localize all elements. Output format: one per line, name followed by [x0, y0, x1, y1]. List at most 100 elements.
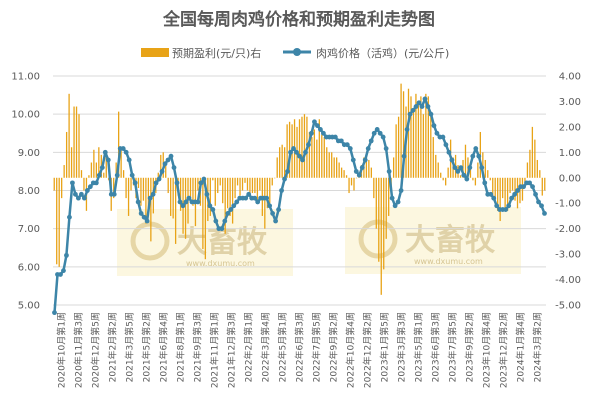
profit-bar [256, 177, 259, 201]
price-point [389, 195, 395, 201]
x-axis-tick-label: 2022年2月第1周 [243, 312, 255, 382]
price-point [222, 218, 228, 224]
profit-bar [313, 129, 316, 178]
profit-bar [311, 137, 313, 178]
price-point [318, 127, 323, 132]
x-axis-tick-label: 2023年1月第5周 [379, 312, 391, 382]
price-point [144, 218, 150, 224]
right-axis-tick-label: -4.00 [555, 275, 581, 286]
price-point [539, 203, 544, 209]
profit-bar [469, 167, 472, 178]
price-point [300, 157, 305, 163]
price-point [162, 161, 168, 167]
profit-bar [298, 119, 301, 178]
price-point [150, 191, 156, 197]
price-point [273, 218, 278, 224]
price-point [380, 134, 386, 140]
price-point [294, 149, 299, 155]
profit-bar [407, 88, 410, 178]
price-point [135, 199, 141, 205]
profit-bar [53, 177, 55, 191]
price-point [365, 146, 371, 151]
profit-bar [370, 167, 372, 178]
right-axis-tick-label: -1.00 [555, 199, 581, 210]
price-point [255, 199, 261, 205]
price-point [521, 184, 526, 190]
profit-bar [340, 167, 343, 178]
profit-bar [224, 177, 226, 234]
price-point [96, 172, 102, 178]
price-point [386, 169, 392, 174]
price-point [243, 195, 249, 201]
price-point [350, 157, 356, 163]
profit-bar [343, 170, 345, 178]
price-point [210, 207, 216, 212]
profit-bar [331, 152, 333, 178]
price-point [246, 191, 252, 197]
profit-bar [442, 177, 444, 181]
x-axis-tick-label: 2021年3月第5周 [124, 312, 136, 382]
profit-bar [316, 139, 318, 178]
profit-bar [529, 149, 531, 178]
profit-bar [536, 159, 538, 178]
price-point [195, 199, 201, 205]
profit-bar [204, 177, 207, 260]
profit-bar [447, 167, 449, 178]
legend-line-marker [293, 48, 301, 56]
price-point [482, 180, 488, 186]
x-axis-tick-label: 2024年1月第4周 [515, 312, 527, 382]
price-point [425, 104, 431, 109]
profit-bar [544, 177, 546, 191]
x-axis-tick-label: 2023年10月第4周 [481, 312, 493, 388]
profit-bar [80, 170, 83, 178]
profit-bar [217, 177, 219, 194]
price-point [180, 203, 186, 209]
price-point [264, 195, 270, 201]
profit-bar [432, 137, 434, 178]
price-point [503, 207, 509, 212]
profit-bar [231, 177, 234, 224]
profit-bar [425, 93, 427, 178]
legend-line-label: 肉鸡价格（活鸡）(元/公斤) [316, 46, 449, 60]
right-axis-ticks: -5.00 -4.00 -3.00 -2.00 -1.00 0.00 1.00 2.00 3.0… [555, 72, 581, 312]
price-point [165, 157, 171, 163]
profit-bar [192, 177, 194, 206]
price-point [515, 188, 521, 193]
price-point [87, 184, 93, 190]
price-point [183, 199, 189, 205]
price-point [105, 157, 111, 163]
price-point [132, 180, 138, 186]
left-axis-tick-label: 11.00 [11, 72, 40, 83]
price-point [52, 310, 57, 316]
price-point [536, 199, 541, 205]
x-axis-tick-label: 2020年12月第5周 [90, 312, 102, 388]
x-axis-tick-label: 2021年2月第2周 [107, 312, 119, 382]
profit-bar [63, 165, 65, 178]
profit-bar [501, 177, 504, 199]
price-point [404, 127, 410, 132]
right-axis-tick-label: -3.00 [555, 250, 581, 261]
price-point [359, 165, 365, 171]
profit-bar [78, 114, 80, 178]
x-axis-tick-label: 2023年3月第3周 [396, 312, 408, 382]
price-point [527, 180, 532, 186]
price-point [267, 203, 273, 209]
price-point [207, 203, 213, 209]
profit-bar [202, 177, 204, 250]
profit-bar [521, 177, 524, 201]
profit-bar [303, 114, 306, 178]
profit-bar [417, 103, 420, 178]
profit-bar [269, 177, 271, 204]
price-point [476, 153, 482, 159]
price-point [473, 146, 479, 151]
price-point [234, 199, 240, 205]
profit-bar [95, 162, 98, 178]
watermark-logo-icon [358, 219, 398, 259]
profit-bar [430, 111, 432, 178]
profit-bar [462, 159, 464, 178]
left-axis-tick-label: 9.00 [18, 148, 40, 159]
profit-bar [355, 177, 358, 179]
x-axis-tick-label: 2022年12月第2周 [362, 312, 374, 388]
price-point [464, 176, 470, 182]
left-axis-tick-label: 7.00 [18, 224, 40, 235]
